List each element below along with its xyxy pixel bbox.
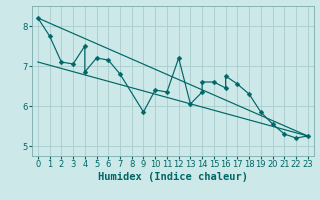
X-axis label: Humidex (Indice chaleur): Humidex (Indice chaleur): [98, 172, 248, 182]
